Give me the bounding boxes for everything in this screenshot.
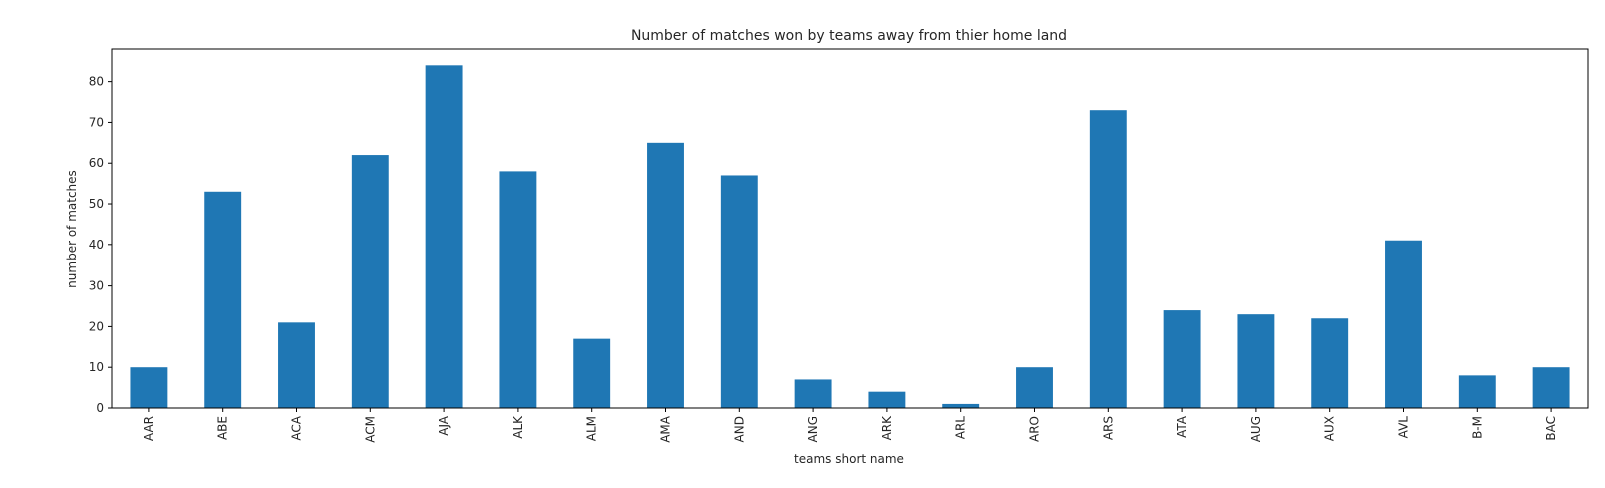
x-tick-label: AMA	[659, 415, 673, 443]
x-axis-title: teams short name	[794, 452, 904, 466]
y-tick-label: 10	[89, 360, 104, 374]
bars-layer	[130, 65, 1570, 409]
bar-abe	[204, 191, 242, 408]
bar-aar	[130, 367, 168, 408]
bar-and	[720, 175, 758, 408]
bar-alk	[499, 171, 537, 408]
bar-b-m	[1458, 375, 1496, 408]
plot-frame	[111, 48, 1589, 409]
x-tick-label: AUG	[1249, 416, 1263, 442]
bar-bac	[1532, 367, 1570, 408]
y-tick-label: 40	[89, 238, 104, 252]
x-tick-label: ARK	[880, 415, 894, 441]
x-tick-label: AND	[732, 416, 746, 442]
bar-alm	[573, 338, 611, 408]
x-tick-label: AJA	[437, 415, 451, 436]
chart-title: Number of matches won by teams away from…	[631, 28, 1067, 44]
bar-avl	[1385, 240, 1422, 408]
bar-ark	[868, 391, 906, 408]
y-tick-label: 20	[89, 319, 104, 333]
x-tick-label: ALK	[511, 415, 525, 439]
x-tick-label: AAR	[142, 416, 156, 441]
x-tick-label: AVL	[1397, 416, 1411, 439]
y-tick-label: 30	[89, 279, 104, 293]
bar-ata	[1163, 310, 1201, 408]
x-tick-label: ATA	[1175, 415, 1189, 438]
x-tick-label: ACM	[363, 416, 377, 443]
bar-aca	[278, 322, 315, 408]
x-tick-label: ABE	[216, 416, 230, 440]
x-tick-label: BAC	[1544, 416, 1558, 441]
x-tick-label: ANG	[806, 416, 820, 442]
bar-aja	[425, 65, 463, 409]
x-tick-label: ARL	[954, 416, 968, 440]
x-tick-label: ACA	[290, 415, 304, 440]
x-tick-label: ALM	[585, 416, 599, 441]
bar-aux	[1311, 318, 1349, 408]
x-axis-ticks: AAR ABE ACA ACM AJA ALK ALM AMA AND ANG ARK ARL ARO A…	[142, 408, 1558, 443]
y-tick-label: 60	[89, 156, 104, 170]
x-tick-label: ARS	[1101, 416, 1115, 440]
y-tick-label: 80	[89, 75, 104, 89]
y-axis-ticks: 0 10 20 30 40 50 60 70 80	[89, 75, 112, 415]
y-tick-label: 0	[96, 401, 104, 415]
y-tick-label: 50	[89, 197, 104, 211]
bar-ang	[794, 379, 832, 408]
y-tick-label: 70	[89, 115, 104, 129]
x-tick-label: B-M	[1470, 416, 1484, 439]
x-tick-label: ARO	[1028, 416, 1042, 442]
bar-ars	[1089, 110, 1127, 409]
bar-aro	[1016, 367, 1053, 408]
bar-aug	[1237, 314, 1275, 408]
bar-arl	[942, 403, 980, 408]
bar-ama	[647, 142, 684, 409]
bar-acm	[351, 155, 389, 408]
x-tick-label: AUX	[1323, 416, 1337, 441]
y-axis-title: number of matches	[65, 170, 79, 288]
